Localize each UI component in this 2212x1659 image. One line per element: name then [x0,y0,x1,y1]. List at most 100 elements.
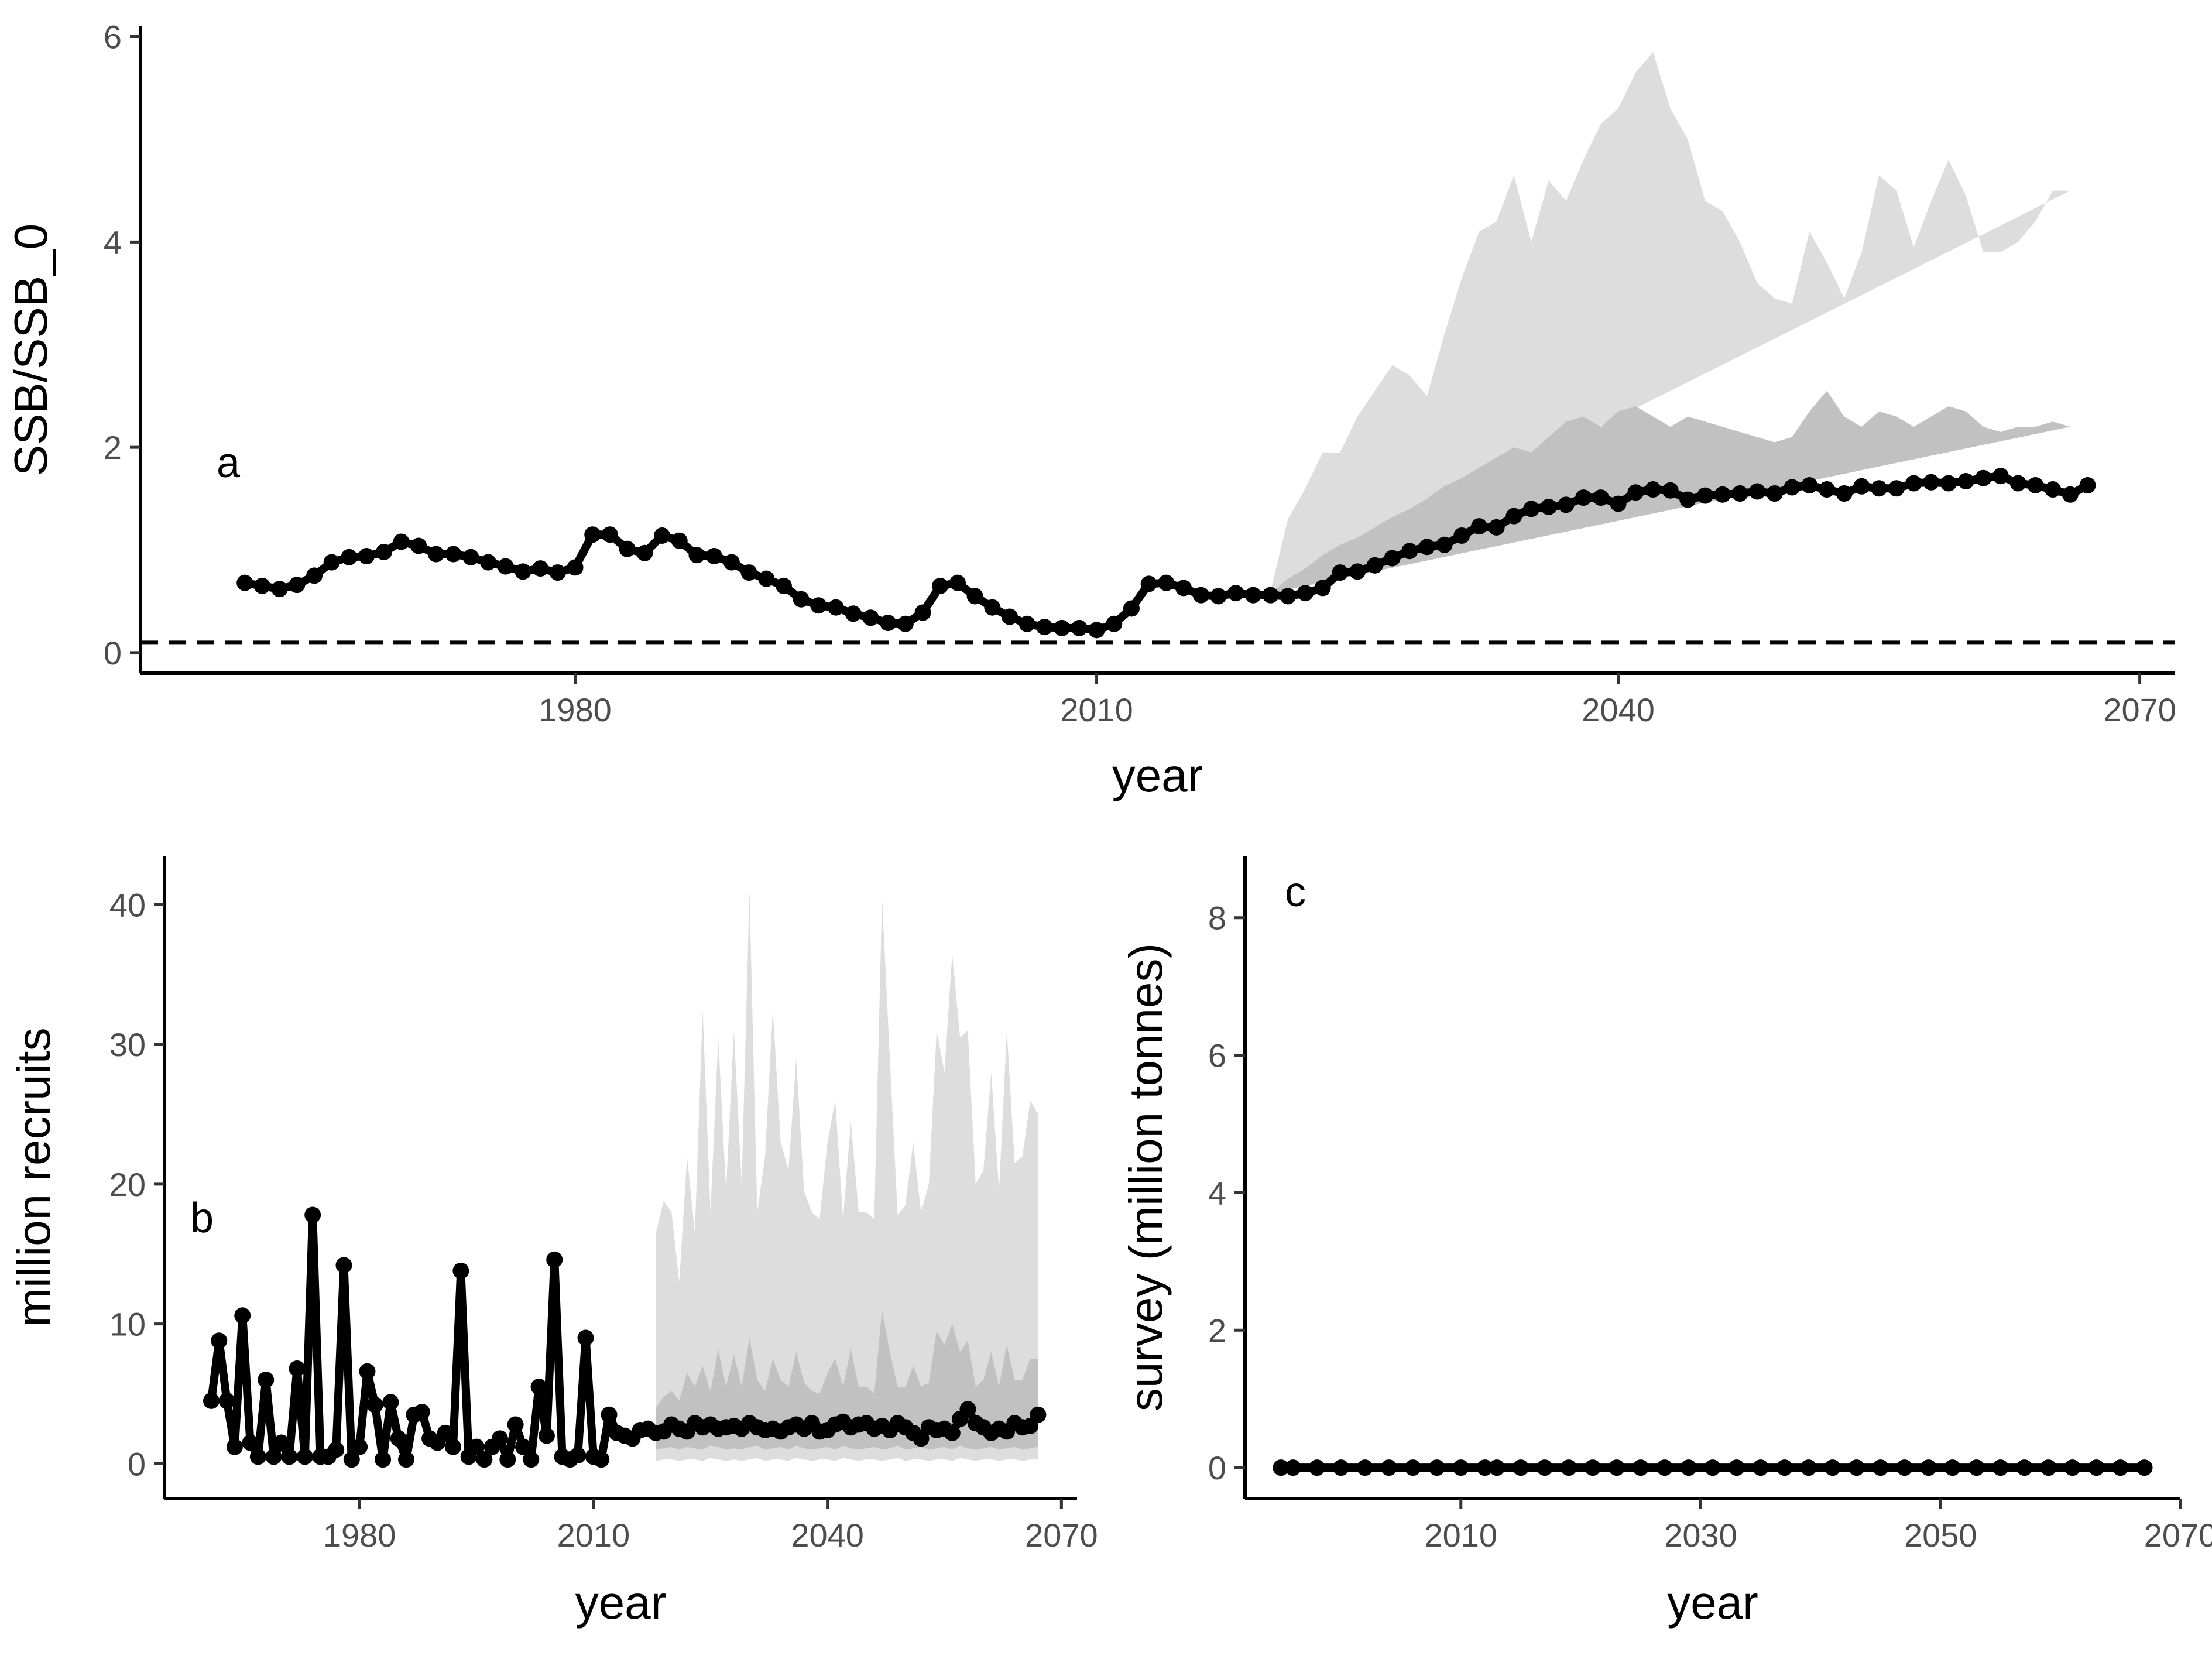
data-point [515,1438,531,1455]
x-axis-title: year [1667,1576,1758,1629]
data-point [289,1360,306,1377]
x-axis-title: year [575,1576,667,1629]
data-point [966,588,983,605]
panel-tag: b [190,1195,214,1242]
data-point [706,548,723,565]
data-point [601,526,618,543]
data-point [1923,474,1940,491]
data-point [1824,1459,1841,1476]
data-point [1123,600,1140,617]
data-point [1540,498,1557,515]
x-tick-label: 2050 [1904,1517,1977,1554]
x-tick-label: 2010 [557,1517,630,1554]
data-point [497,558,514,575]
data-point [1905,475,1922,492]
data-point [671,532,688,549]
y-axis-title: survey (million tonnes) [1120,943,1172,1411]
data-point [1428,1459,1445,1476]
x-tick-label: 2070 [2103,691,2176,728]
data-point [984,599,1001,616]
data-point [1366,557,1383,574]
data-point [546,1251,563,1268]
y-tick-label: 20 [109,1166,146,1203]
data-point [265,1448,282,1465]
data-point [1592,489,1609,506]
data-point [1418,539,1435,556]
data-point [1308,1459,1325,1476]
data-point [584,526,601,543]
data-point [393,533,410,550]
data-point [358,548,375,565]
data-point [375,544,392,561]
data-point [335,1257,352,1274]
data-point [1575,489,1592,506]
y-tick-label: 8 [1208,900,1226,937]
data-point [1848,1459,1865,1476]
data-point [897,615,914,632]
data-point [1585,1459,1601,1476]
data-point [507,1416,524,1433]
data-point [1957,473,1974,490]
data-point [1489,1459,1505,1476]
data-point [1452,1459,1469,1476]
data-point [1752,1459,1769,1476]
y-tick-label: 30 [109,1026,146,1063]
data-point [1513,1459,1529,1476]
data-point [1940,475,1957,492]
data-point [382,1394,399,1411]
data-point [1657,1459,1673,1476]
data-point [218,1392,235,1409]
data-point [577,1329,594,1346]
data-point [538,1427,555,1444]
data-point [249,1448,266,1465]
data-point [1404,1459,1421,1476]
data-point [2045,481,2062,498]
data-point [1766,485,1783,502]
data-point [1192,587,1209,604]
data-point [1488,519,1505,536]
y-axis-title: SSB/SSB_0 [5,224,57,476]
data-point [1888,480,1905,497]
data-point [944,1424,961,1441]
data-point [273,1434,290,1451]
data-point [2009,475,2026,492]
data-point [289,577,306,594]
data-point [1728,1459,1745,1476]
panel-c: 2010 2030 2050 2070 0 2 4 6 8 year survey (million… [1120,856,2212,1629]
data-point [413,1404,430,1421]
data-point [1453,527,1470,544]
data-point [1332,1459,1349,1476]
y-tick-label: 0 [128,1445,146,1482]
data-point [793,591,810,608]
data-point [1018,615,1035,632]
data-point [1944,1459,1961,1476]
data-point [862,609,879,626]
data-point [328,1441,345,1458]
data-point [1523,501,1540,517]
x-tick-label: 2010 [1060,691,1133,728]
y-tick-label: 0 [104,635,122,671]
data-point [740,564,757,581]
data-point [1030,1406,1047,1423]
data-point [1731,485,1748,502]
data-point [258,1372,275,1389]
data-point [1633,1459,1649,1476]
data-point [636,544,653,561]
data-point [242,1434,259,1451]
data-point [880,615,897,632]
data-point [530,1379,547,1396]
data-point [271,581,288,598]
data-point [1262,587,1279,604]
data-point [1002,608,1018,625]
data-point [476,1451,493,1468]
data-point [1314,580,1331,597]
data-point [445,1438,462,1455]
data-point [1380,1459,1397,1476]
data-point [234,1307,251,1324]
data-point [775,577,792,594]
data-point [723,554,740,571]
data-point [688,547,705,564]
data-point [601,1406,618,1423]
data-point [1054,619,1071,636]
